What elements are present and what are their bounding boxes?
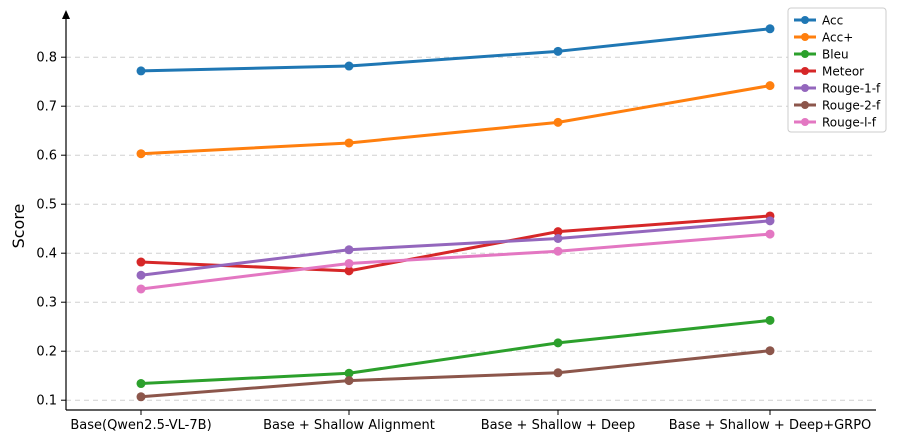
data-point xyxy=(765,315,775,325)
data-point xyxy=(344,245,354,255)
legend-marker xyxy=(801,101,809,109)
data-point xyxy=(553,368,563,378)
data-point xyxy=(344,138,354,148)
series-line xyxy=(140,27,771,73)
series-line xyxy=(140,318,771,386)
legend-marker xyxy=(801,50,809,58)
legend-marker xyxy=(801,118,809,126)
y-tick-label: 0.1 xyxy=(36,394,57,409)
legend-label: Meteor xyxy=(822,65,864,79)
data-point xyxy=(136,284,146,294)
legend-label: Rouge-1-f xyxy=(822,82,881,96)
data-point xyxy=(344,376,354,386)
data-point xyxy=(136,270,146,280)
data-point xyxy=(553,227,563,237)
data-point xyxy=(344,258,354,268)
data-point xyxy=(553,234,563,243)
data-point xyxy=(344,61,354,71)
data-point xyxy=(136,257,146,267)
legend-marker xyxy=(801,67,809,75)
legend-item: Rouge-2-f xyxy=(794,99,881,113)
data-point xyxy=(136,149,146,159)
grid-lines xyxy=(66,56,876,401)
y-axis-label: Score xyxy=(9,204,28,249)
series-line xyxy=(140,84,771,156)
y-tick-label: 0.7 xyxy=(36,100,57,115)
data-point xyxy=(765,346,775,356)
y-tick-label: 0.2 xyxy=(36,345,57,360)
legend-marker xyxy=(801,33,809,41)
legend-marker xyxy=(801,16,809,24)
series-bleu xyxy=(136,315,775,389)
x-ticks: Base(Qwen2.5-VL-7B) Base + Shallow Alignm… xyxy=(70,410,871,433)
data-point xyxy=(553,246,563,256)
legend-label: Rouge-l-f xyxy=(822,116,877,130)
y-tick-label: 0.5 xyxy=(36,198,57,213)
series xyxy=(136,24,775,402)
legend-marker xyxy=(801,84,809,92)
legend-item: Bleu xyxy=(794,48,849,62)
legend-label: Acc xyxy=(822,14,843,28)
series-line xyxy=(140,214,771,273)
data-point xyxy=(765,216,775,226)
y-tick-label: 0.6 xyxy=(36,149,57,164)
legend-item: Rouge-1-f xyxy=(794,82,881,96)
axes xyxy=(62,10,876,411)
y-tick-label: 0.3 xyxy=(36,296,57,311)
data-point xyxy=(136,66,146,76)
legend-item: Acc+ xyxy=(794,31,853,45)
x-tick-label: Base(Qwen2.5-VL-7B) xyxy=(70,418,211,433)
y-tick-label: 0.4 xyxy=(36,247,57,262)
series-line xyxy=(140,349,771,399)
data-point xyxy=(765,229,775,239)
series-rouge-1-f xyxy=(136,216,775,280)
y-tick-label: 0.8 xyxy=(36,51,57,66)
series-acc- xyxy=(136,81,775,159)
data-point xyxy=(553,338,563,348)
series-acc xyxy=(136,24,775,76)
x-tick-label: Base + Shallow Alignment xyxy=(263,418,435,433)
series-line xyxy=(140,232,771,291)
data-point xyxy=(765,24,775,34)
legend-label: Bleu xyxy=(822,48,849,62)
data-point xyxy=(136,392,146,402)
data-point xyxy=(344,368,354,378)
legend-frame xyxy=(787,7,887,133)
data-point xyxy=(344,266,354,276)
data-point xyxy=(136,379,146,389)
x-tick-label: Base + Shallow + Deep+GRPO xyxy=(669,418,872,433)
x-tick-label: Base + Shallow + Deep xyxy=(481,418,636,433)
data-point xyxy=(765,81,775,91)
legend-item: Meteor xyxy=(794,65,864,79)
y-axis-arrow xyxy=(62,10,70,19)
legend-label: Acc+ xyxy=(822,31,853,45)
data-point xyxy=(553,46,563,56)
series-rouge-l-f xyxy=(136,229,775,294)
legend-item: Acc xyxy=(794,14,843,28)
series-line xyxy=(140,219,771,277)
data-point xyxy=(553,117,563,127)
legend: Acc Acc+ Bleu Meteor Rouge-1-f Rouge-2-f Rouge… xyxy=(787,7,887,133)
y-ticks: 0.1 0.2 0.3 0.4 0.5 0.6 0.7 0.8 xyxy=(36,51,66,409)
legend-item: Rouge-l-f xyxy=(794,116,877,130)
series-rouge-2-f xyxy=(136,346,775,402)
legend-label: Rouge-2-f xyxy=(822,99,881,113)
